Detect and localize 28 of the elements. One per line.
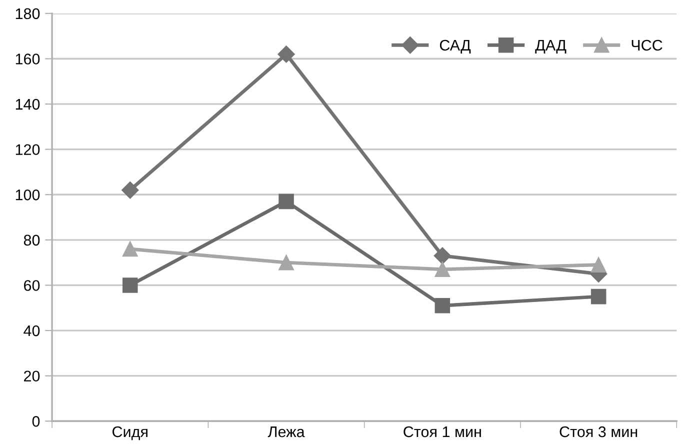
x-tick-label: Сидя (112, 426, 148, 440)
y-tick-label: 100 (16, 190, 40, 200)
point (278, 46, 295, 63)
point (122, 241, 138, 257)
legend-label: САД (440, 40, 471, 54)
y-tick-label: 20 (24, 370, 40, 382)
y-tick-label: 140 (16, 98, 40, 110)
y-tick-label: 60 (24, 280, 40, 291)
point (278, 194, 294, 210)
y-tick-label: 80 (24, 234, 40, 246)
legend-label: ЧСС (632, 40, 662, 51)
x-tick-label: Стоя 3 мин (560, 426, 638, 438)
point (590, 257, 606, 272)
point (434, 262, 450, 278)
point (122, 182, 139, 199)
point (122, 278, 138, 293)
x-tick-label: Лежа (268, 426, 305, 438)
y-tick-label: 180 (16, 8, 40, 20)
point (590, 288, 606, 304)
y-tick-label: 0 (32, 416, 40, 427)
y-tick-label: 40 (24, 325, 40, 336)
y-tick-label: 160 (16, 54, 40, 64)
point (434, 298, 450, 314)
point (434, 247, 451, 264)
legend-label: ДАД (535, 40, 566, 54)
x-tick-label: Стоя 1 мин (404, 426, 481, 438)
point (278, 254, 294, 270)
y-tick-label: 120 (16, 144, 40, 156)
